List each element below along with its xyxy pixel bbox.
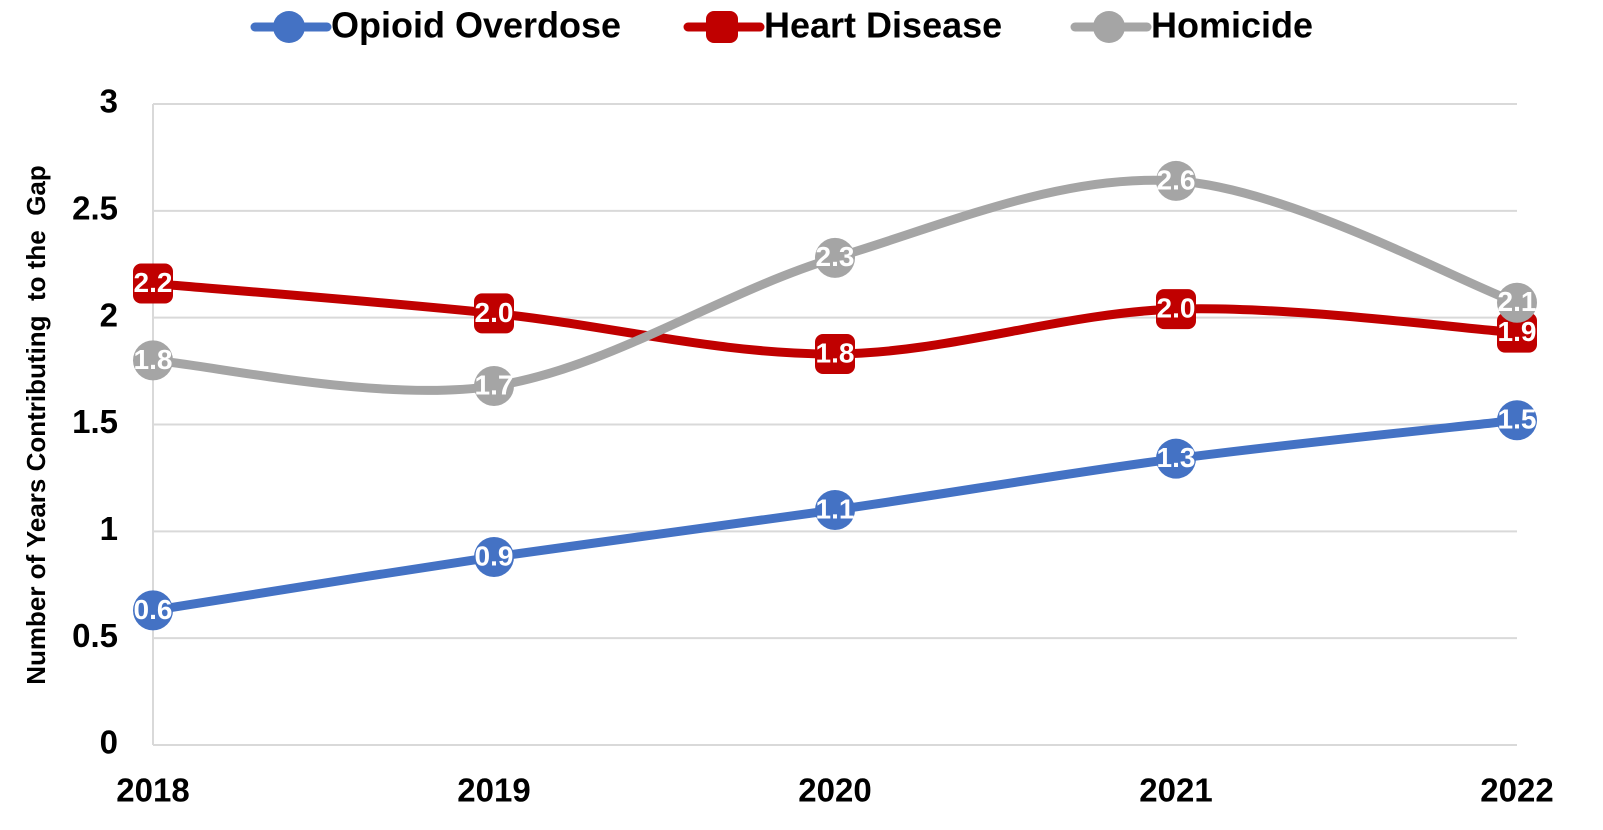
marker: [815, 237, 855, 278]
legend-marker: [273, 11, 305, 43]
x-tick-label: 2018: [116, 772, 189, 809]
x-tick-label: 2020: [798, 772, 871, 809]
marker: [815, 489, 855, 530]
data-label: 1.1: [816, 493, 855, 524]
legend-label: Heart Disease: [764, 5, 1002, 46]
marker: [474, 366, 514, 407]
data-label: 2.0: [1157, 293, 1196, 324]
data-label: 1.7: [475, 369, 514, 400]
marker: [1497, 400, 1537, 441]
marker: [815, 333, 855, 374]
data-label: 0.9: [475, 540, 514, 571]
marker: [1497, 312, 1537, 353]
data-label: 2.2: [134, 267, 173, 298]
y-tick-label: 2: [100, 296, 118, 333]
data-label: 1.8: [816, 337, 855, 368]
x-tick-label: 2022: [1480, 772, 1553, 809]
marker: [133, 340, 173, 381]
legend-label: Homicide: [1151, 5, 1313, 46]
x-tick-label: 2019: [457, 772, 530, 809]
data-label: 0.6: [134, 594, 173, 625]
data-label: 2.1: [1498, 286, 1537, 317]
data-label: 1.5: [1498, 404, 1537, 435]
data-label: 2.6: [1157, 164, 1196, 195]
marker: [1497, 282, 1537, 323]
data-label: 2.0: [475, 297, 514, 328]
x-tick-label: 2021: [1139, 772, 1212, 809]
marker: [474, 536, 514, 577]
y-tick-label: 1.5: [72, 403, 118, 440]
marker: [133, 263, 173, 304]
y-tick-label: 0.5: [72, 617, 118, 654]
y-tick-label: 3: [100, 83, 118, 120]
y-tick-label: 1: [100, 510, 118, 547]
marker: [474, 293, 514, 334]
legend-label: Opioid Overdose: [331, 5, 621, 46]
marker: [1156, 160, 1196, 201]
marker: [1156, 289, 1196, 330]
legend-marker: [1093, 11, 1125, 43]
marker: [133, 590, 173, 631]
y-axis-title: Number of Years Contributing to the Gap: [21, 165, 51, 685]
legend-marker: [706, 11, 738, 43]
data-label: 1.3: [1157, 442, 1196, 473]
marker: [1156, 438, 1196, 479]
y-tick-label: 0: [100, 724, 118, 761]
data-label: 2.3: [816, 241, 855, 272]
y-tick-label: 2.5: [72, 190, 118, 227]
data-label: 1.8: [134, 344, 173, 375]
